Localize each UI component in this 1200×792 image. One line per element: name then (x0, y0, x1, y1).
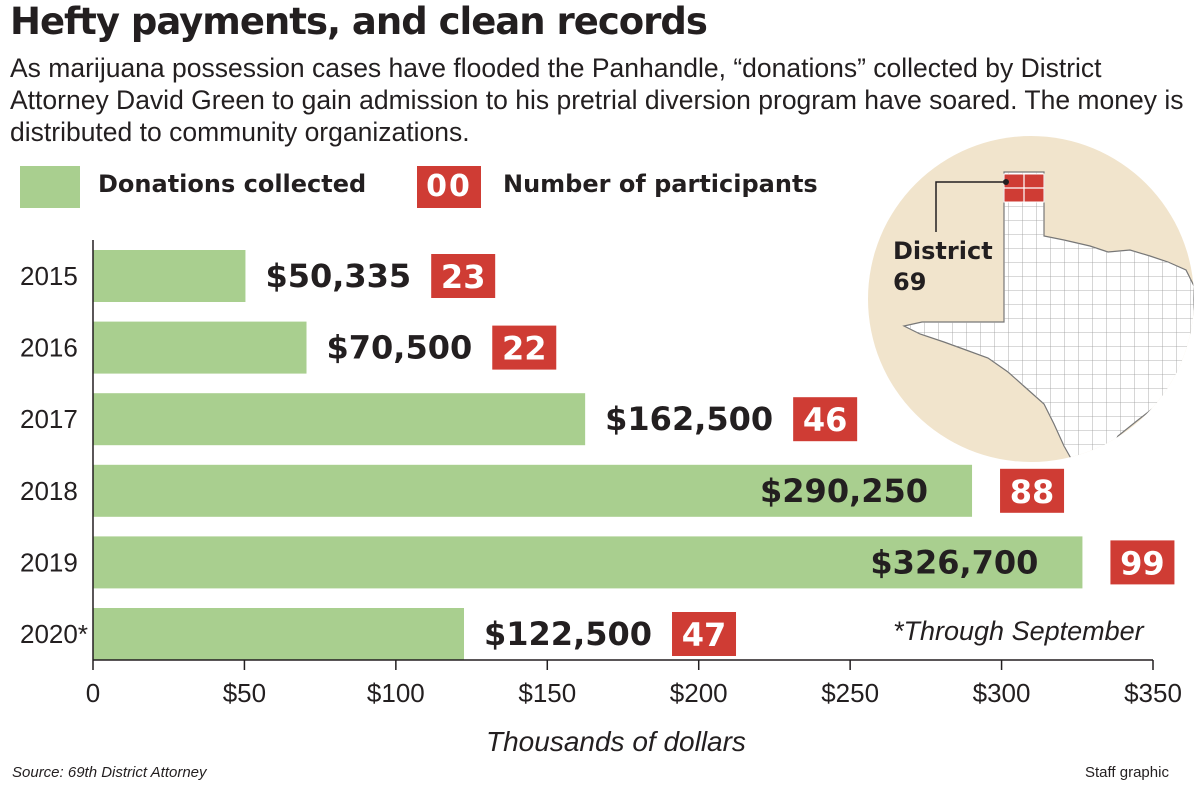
district-label: District 69 (893, 236, 993, 298)
x-tick-label: $350 (1124, 678, 1182, 708)
value-label: $50,335 (265, 257, 411, 295)
value-label: $70,500 (327, 329, 473, 367)
value-label: $290,250 (760, 472, 928, 510)
category-label: 2020* (20, 619, 88, 649)
x-tick-label: $150 (518, 678, 576, 708)
bar (93, 321, 307, 374)
bar (93, 464, 973, 517)
value-label: $122,500 (484, 615, 652, 653)
participants-badge (1000, 468, 1065, 513)
x-tick-label: $50 (223, 678, 266, 708)
x-tick-label: $200 (670, 678, 728, 708)
participants-count: 46 (803, 401, 848, 439)
bar (93, 250, 246, 302)
legend-label-participants: Number of participants (503, 170, 818, 198)
participants-badge (492, 325, 557, 370)
x-tick-label: $100 (367, 678, 425, 708)
participants-badge (793, 397, 858, 442)
legend-swatch-donations (20, 166, 80, 208)
district-label-line2: 69 (893, 268, 927, 296)
value-label: $162,500 (605, 400, 773, 438)
x-axis: 0 $50 $100 $150 $200 $250 $300 $350 (86, 240, 1182, 708)
category-label: 2017 (20, 404, 78, 434)
x-axis-label: Thousands of dollars (486, 726, 746, 757)
bars-group: 2015 $50,335 23 2016 $70,500 22 2017 $162,500 46… (20, 250, 1175, 660)
participants-count: 23 (441, 258, 486, 296)
chart-subtitle: As marijuana possession cases have flood… (10, 53, 1184, 147)
x-tick-label: $250 (821, 678, 879, 708)
legend-badge-participants: 00 (417, 166, 481, 208)
bar (93, 393, 586, 446)
source-note: Source: 69th District Attorney (12, 764, 207, 781)
x-tick-label: 0 (86, 678, 100, 708)
chart-note: *Through September (893, 616, 1144, 646)
category-label: 2016 (20, 333, 78, 363)
legend-label-donations: Donations collected (98, 170, 367, 198)
participants-count: 22 (502, 330, 547, 368)
texas-map-inset (868, 136, 1194, 462)
texas-map (902, 171, 1194, 462)
chart-title: Hefty payments, and clean records (10, 0, 708, 43)
staff-credit: Staff graphic (1085, 764, 1169, 781)
county-lines (904, 172, 1194, 462)
category-label: 2019 (20, 547, 78, 577)
participants-badge (431, 254, 496, 298)
x-tick-label: $300 (973, 678, 1031, 708)
bar (93, 608, 464, 660)
category-label: 2015 (20, 261, 78, 291)
participants-count: 47 (682, 616, 727, 654)
participants-badge (1110, 540, 1175, 585)
district-label-line1: District (893, 237, 993, 265)
bar (93, 536, 1083, 589)
value-label: $326,700 (870, 543, 1038, 581)
participants-count: 99 (1120, 544, 1165, 582)
district-leader-line (935, 181, 1006, 232)
category-label: 2018 (20, 476, 78, 506)
participants-badge (672, 612, 737, 656)
participants-count: 88 (1010, 473, 1055, 511)
